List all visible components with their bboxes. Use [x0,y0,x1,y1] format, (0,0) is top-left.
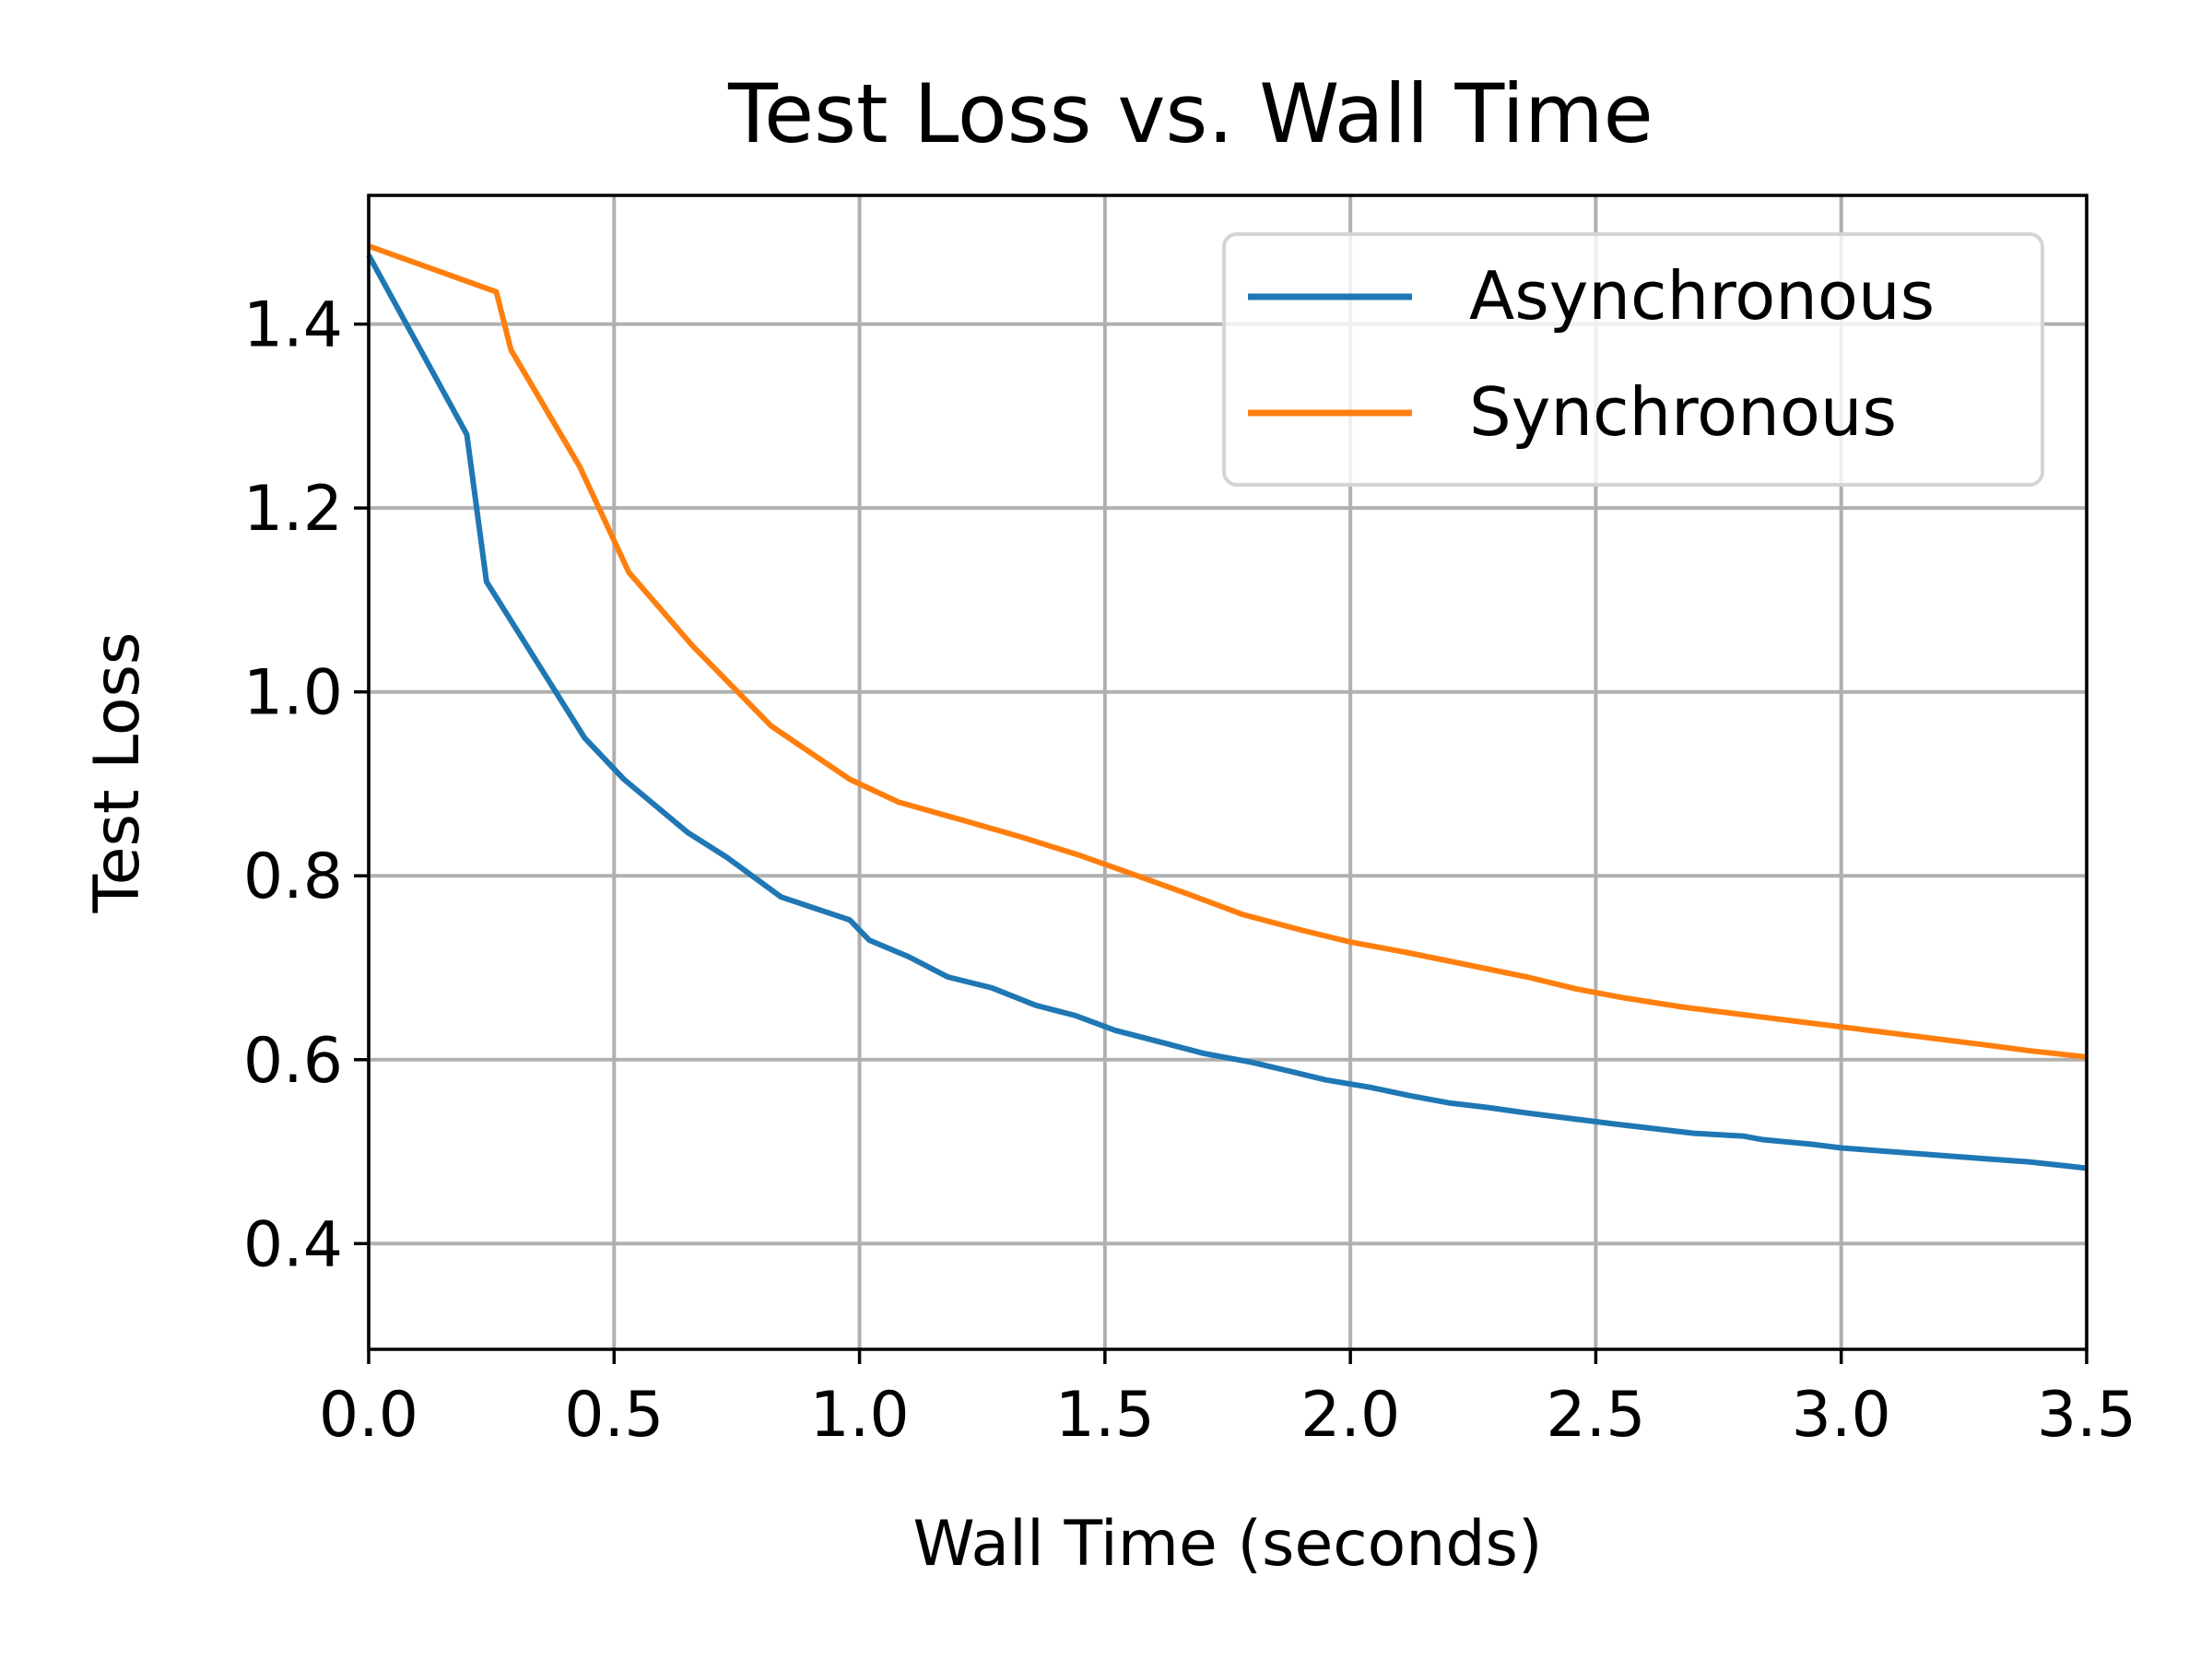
x-axis-label: Wall Time (seconds) [913,1508,1543,1581]
x-tick-label: 1.5 [1055,1379,1155,1452]
x-tick-label: 3.5 [2037,1379,2136,1452]
legend-label-asynchronous: Asynchronous [1469,257,1935,335]
axis-ticks: 0.0 0.5 1.0 1.5 2.0 2.5 3.0 3.5 0.4 0.6 0.8 1.0 1.2 1… [243,289,2136,1452]
series-line-asynchronous [366,253,2088,1171]
legend: Asynchronous Synchronous [1222,232,2044,487]
x-tick-label: 0.5 [564,1379,664,1452]
y-tick-label: 1.2 [243,473,343,546]
x-tick-label: 1.0 [809,1379,909,1452]
y-tick-label: 0.6 [243,1025,343,1098]
x-tick-label: 2.0 [1300,1379,1400,1452]
y-axis-label: Test Loss [81,632,154,914]
series-lines [366,243,2088,1171]
y-tick-label: 0.4 [243,1208,343,1281]
y-tick-label: 0.8 [243,841,343,913]
x-tick-label: 0.0 [319,1379,418,1452]
x-tick-label: 3.0 [1792,1379,1891,1452]
legend-box [1222,232,2044,487]
y-tick-label: 1.0 [243,657,343,730]
x-tick-label: 2.5 [1546,1379,1645,1452]
chart-title: Test Loss vs. Wall Time [727,66,1653,161]
legend-label-synchronous: Synchronous [1469,373,1897,451]
plot-frame [367,194,2088,1351]
series-line-synchronous [367,243,2088,1060]
y-tick-label: 1.4 [243,289,343,362]
